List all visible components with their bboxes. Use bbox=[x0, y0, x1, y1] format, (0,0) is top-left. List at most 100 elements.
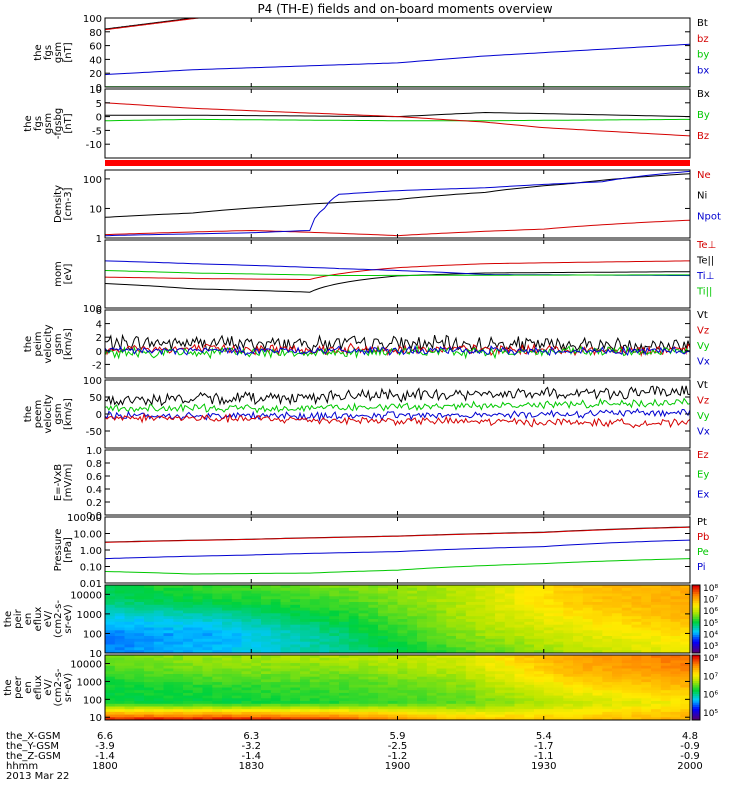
heatmap-cell bbox=[397, 607, 408, 612]
heatmap-cell bbox=[417, 638, 428, 643]
heatmap-cell bbox=[309, 663, 321, 667]
heatmap-cell bbox=[222, 709, 233, 713]
heatmap-cell bbox=[192, 665, 204, 670]
heatmap-cell bbox=[573, 706, 584, 710]
heatmap-cell bbox=[563, 660, 574, 664]
heatmap-cell bbox=[485, 687, 496, 691]
heatmap-cell bbox=[280, 633, 291, 637]
heatmap-cell bbox=[407, 679, 418, 683]
heatmap-cell bbox=[621, 650, 633, 653]
heatmap-cell bbox=[280, 636, 291, 640]
heatmap-cell bbox=[612, 599, 623, 603]
heatmap-cell bbox=[534, 671, 545, 675]
heatmap-cell bbox=[660, 698, 672, 702]
heatmap-cell bbox=[202, 706, 213, 710]
heatmap-cell bbox=[397, 676, 408, 680]
heatmap-cell bbox=[387, 655, 399, 659]
heatmap-cell bbox=[417, 695, 428, 699]
heatmap-cell bbox=[105, 701, 116, 705]
heatmap-cell bbox=[212, 596, 223, 600]
heatmap-cell bbox=[192, 671, 204, 675]
heatmap-cell bbox=[680, 636, 690, 640]
legend-label: Vy bbox=[697, 341, 710, 352]
heatmap-cell bbox=[543, 610, 555, 614]
heatmap-cell bbox=[407, 593, 418, 597]
heatmap-cell bbox=[222, 695, 233, 699]
heatmap-cell bbox=[407, 624, 418, 629]
heatmap-cell bbox=[114, 690, 126, 694]
heatmap-cell bbox=[387, 709, 399, 713]
heatmap-cell bbox=[612, 587, 623, 592]
heatmap-cell bbox=[192, 590, 204, 595]
heatmap-cell bbox=[222, 602, 233, 606]
heatmap-cell bbox=[465, 711, 477, 716]
heatmap-cell bbox=[319, 674, 330, 678]
heatmap-cell bbox=[485, 668, 496, 672]
heatmap-cell bbox=[456, 684, 467, 689]
heatmap-cell bbox=[212, 703, 223, 708]
heatmap-cell bbox=[436, 695, 447, 699]
heatmap-cell bbox=[602, 616, 613, 620]
y-axis-label: Pressure[nPa] bbox=[53, 529, 74, 572]
heatmap-cell bbox=[621, 703, 633, 708]
colorbar-swatch bbox=[692, 691, 700, 695]
heatmap-cell bbox=[339, 668, 350, 672]
heatmap-cell bbox=[475, 698, 486, 702]
heatmap-cell bbox=[280, 711, 291, 716]
heatmap-cell bbox=[582, 701, 594, 705]
heatmap-cell bbox=[417, 701, 428, 705]
heatmap-cell bbox=[680, 717, 690, 720]
heatmap-cell bbox=[426, 709, 438, 713]
heatmap-cell bbox=[144, 660, 155, 664]
heatmap-cell bbox=[251, 593, 262, 597]
heatmap-cell bbox=[446, 624, 457, 629]
heatmap-cell bbox=[621, 610, 633, 614]
heatmap-cell bbox=[407, 655, 418, 659]
heatmap-cell bbox=[124, 706, 135, 710]
heatmap-cell bbox=[387, 650, 399, 653]
heatmap-cell bbox=[183, 604, 194, 609]
heatmap-cell bbox=[124, 714, 135, 718]
heatmap-cell bbox=[329, 714, 340, 718]
heatmap-cell bbox=[124, 695, 135, 699]
heatmap-cell bbox=[680, 621, 690, 626]
heatmap-cell bbox=[417, 607, 428, 612]
heatmap-cell bbox=[212, 655, 223, 659]
heatmap-cell bbox=[387, 590, 399, 595]
heatmap-cell bbox=[387, 604, 399, 609]
heatmap-cell bbox=[631, 703, 642, 708]
heatmap-cell bbox=[134, 593, 145, 597]
heatmap-cell bbox=[553, 655, 564, 659]
colorbar-swatch bbox=[692, 670, 700, 673]
colorbar-tick-label: 10⁷ bbox=[703, 672, 718, 682]
heatmap-cell bbox=[397, 657, 408, 661]
heatmap-cell bbox=[251, 682, 262, 686]
heatmap-cell bbox=[348, 633, 360, 637]
heatmap-cell bbox=[144, 709, 155, 713]
heatmap-cell bbox=[378, 593, 389, 597]
heatmap-cell bbox=[573, 593, 584, 597]
heatmap-cell bbox=[241, 638, 252, 643]
heatmap-cell bbox=[153, 676, 165, 680]
heatmap-cell bbox=[309, 602, 321, 606]
legend-label: Te⊥ bbox=[696, 240, 716, 251]
heatmap-cell bbox=[114, 641, 126, 646]
x-axis-row-label: the_X-GSM bbox=[6, 731, 60, 742]
heatmap-cell bbox=[387, 633, 399, 637]
heatmap-cell bbox=[592, 599, 603, 603]
heatmap-cell bbox=[602, 590, 613, 595]
legend-label: bx bbox=[697, 65, 709, 76]
heatmap-cell bbox=[397, 692, 408, 697]
heatmap-cell bbox=[524, 671, 535, 675]
heatmap-cell bbox=[534, 690, 545, 694]
heatmap-cell bbox=[173, 698, 184, 702]
heatmap-cell bbox=[543, 650, 555, 653]
heatmap-cell bbox=[631, 607, 642, 612]
heatmap-cell bbox=[592, 630, 603, 634]
heatmap-cell bbox=[368, 703, 379, 708]
heatmap-cell bbox=[241, 709, 252, 713]
heatmap-cell bbox=[358, 627, 369, 631]
heatmap-cell bbox=[553, 663, 564, 667]
heatmap-cell bbox=[192, 596, 204, 600]
